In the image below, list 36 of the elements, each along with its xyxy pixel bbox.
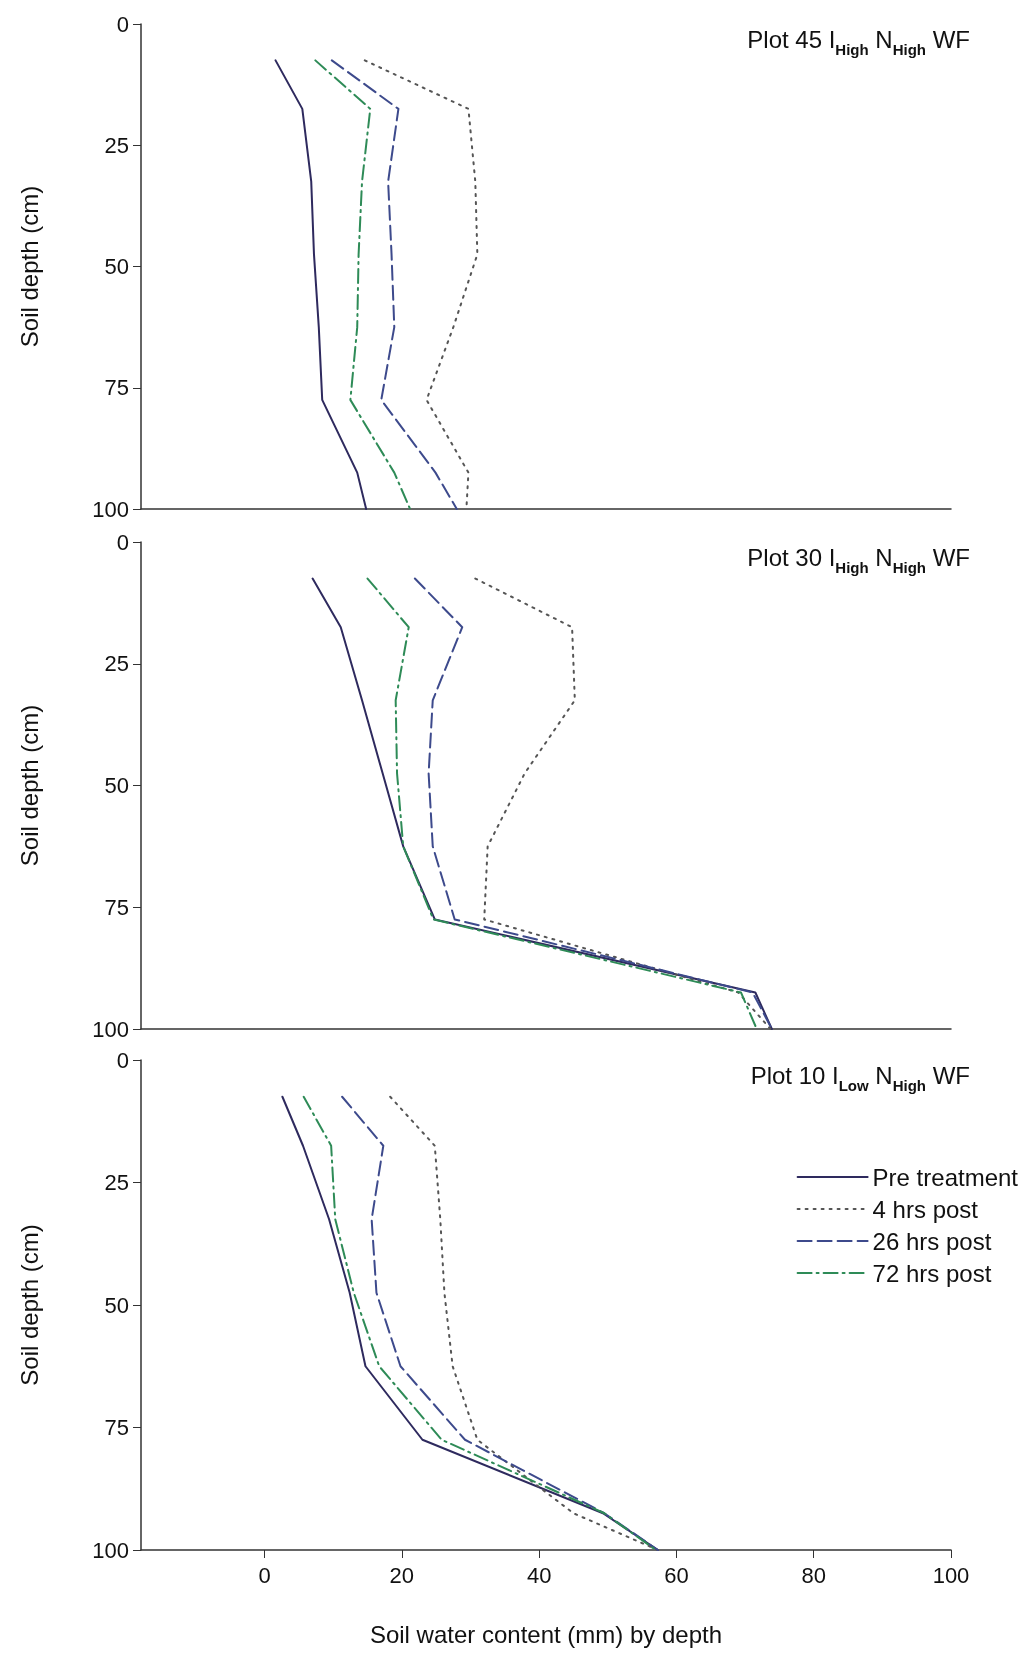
line-series bbox=[366, 577, 758, 1030]
y-tick-label: 100 bbox=[92, 496, 129, 522]
legend-label: 72 hrs post bbox=[872, 1259, 992, 1287]
y-axis-title: Soil depth (cm) bbox=[15, 1224, 43, 1386]
y-tick-label: 100 bbox=[92, 1537, 129, 1563]
line-series bbox=[274, 59, 368, 510]
x-tick-label: 60 bbox=[664, 1562, 689, 1588]
line-series bbox=[413, 577, 773, 1030]
x-tick-label: 20 bbox=[389, 1562, 415, 1588]
line-series bbox=[330, 59, 458, 510]
y-tick-label: 25 bbox=[104, 1170, 129, 1195]
y-tick-label: 0 bbox=[116, 11, 129, 37]
y-tick-label: 75 bbox=[104, 375, 129, 401]
x-tick-label: 0 bbox=[258, 1562, 271, 1588]
y-tick-label: 100 bbox=[92, 1016, 129, 1042]
x-tick-label: 40 bbox=[526, 1562, 552, 1588]
y-tick-label: 50 bbox=[104, 1292, 129, 1318]
legend-label: Pre treatment bbox=[872, 1163, 1019, 1191]
line-series bbox=[311, 577, 773, 1030]
y-tick-label: 25 bbox=[104, 132, 129, 158]
y-tick-label: 50 bbox=[104, 773, 129, 798]
y-axis-title: Soil depth (cm) bbox=[15, 185, 43, 348]
x-tick-label: 80 bbox=[801, 1562, 826, 1588]
x-axis-title: Soil water content (mm) by depth bbox=[369, 1620, 723, 1648]
y-tick-label: 50 bbox=[104, 254, 129, 279]
line-series bbox=[474, 577, 772, 1030]
y-tick-label: 75 bbox=[104, 1415, 129, 1440]
y-tick-label: 0 bbox=[116, 529, 129, 555]
y-tick-label: 0 bbox=[116, 1047, 129, 1073]
line-series bbox=[314, 59, 412, 510]
legend-label: 4 hrs post bbox=[872, 1195, 979, 1223]
y-tick-label: 75 bbox=[104, 894, 129, 920]
x-tick-label: 100 bbox=[932, 1562, 970, 1588]
y-axis-title: Soil depth (cm) bbox=[15, 704, 43, 867]
legend-label: 26 hrs post bbox=[872, 1227, 992, 1255]
y-tick-label: 25 bbox=[104, 651, 129, 677]
